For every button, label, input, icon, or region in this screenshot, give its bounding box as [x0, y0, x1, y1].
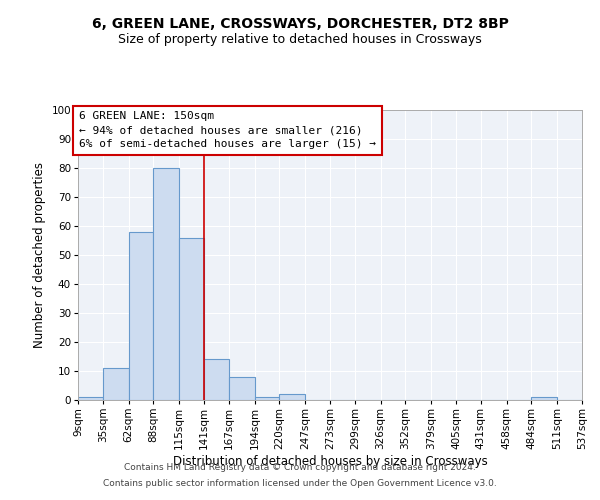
- Bar: [254, 397, 280, 400]
- Bar: [280, 394, 305, 400]
- Text: 6 GREEN LANE: 150sqm
← 94% of detached houses are smaller (216)
6% of semi-detac: 6 GREEN LANE: 150sqm ← 94% of detached h…: [79, 112, 376, 150]
- Bar: [179, 238, 204, 400]
- Text: Size of property relative to detached houses in Crossways: Size of property relative to detached ho…: [118, 32, 482, 46]
- Text: 6, GREEN LANE, CROSSWAYS, DORCHESTER, DT2 8BP: 6, GREEN LANE, CROSSWAYS, DORCHESTER, DT…: [92, 18, 508, 32]
- Text: Contains HM Land Registry data © Crown copyright and database right 2024.: Contains HM Land Registry data © Crown c…: [124, 464, 476, 472]
- Bar: [154, 168, 179, 400]
- Bar: [204, 360, 229, 400]
- X-axis label: Distribution of detached houses by size in Crossways: Distribution of detached houses by size …: [173, 454, 487, 468]
- Y-axis label: Number of detached properties: Number of detached properties: [33, 162, 46, 348]
- Bar: [103, 368, 128, 400]
- Bar: [128, 232, 154, 400]
- Bar: [532, 397, 557, 400]
- Bar: [78, 397, 103, 400]
- Text: Contains public sector information licensed under the Open Government Licence v3: Contains public sector information licen…: [103, 478, 497, 488]
- Bar: [229, 377, 254, 400]
